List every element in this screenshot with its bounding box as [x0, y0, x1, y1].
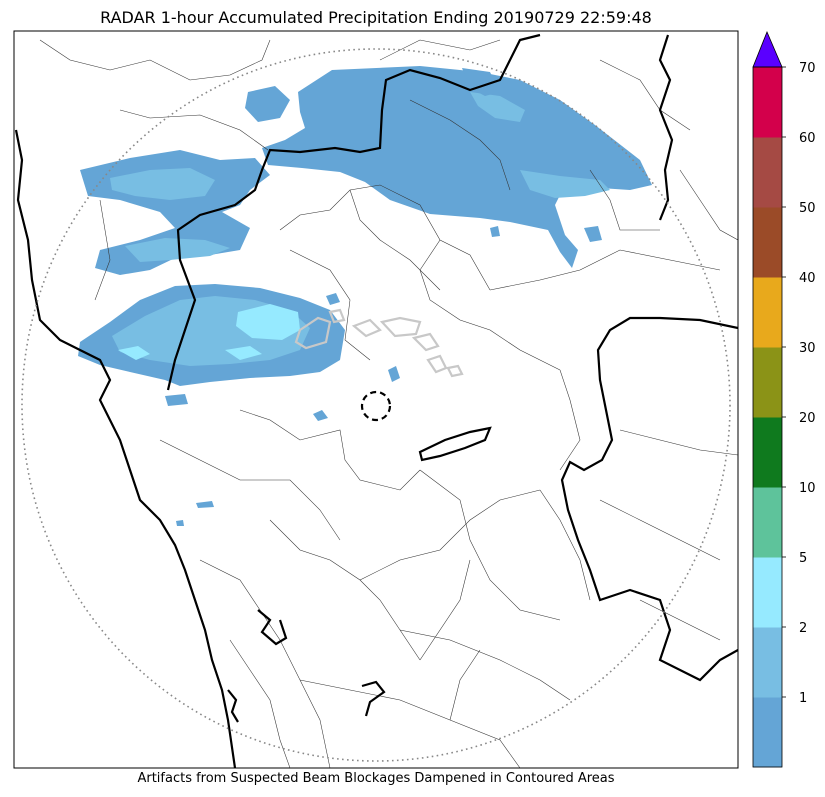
- colorbar-tick-label: 40: [799, 271, 816, 286]
- precip-cell-5: [326, 293, 340, 305]
- precip-southwest-peak-2: [118, 346, 150, 360]
- colorbar-ticks: 1 2 5 10 20 30 40 50 60 70: [782, 61, 816, 706]
- blockage-contour-3: [379, 316, 422, 338]
- blockage-contour-1: [294, 316, 332, 350]
- precipitation-layer: [78, 66, 652, 526]
- state-boundary-islet-1: [257, 609, 288, 646]
- colorbar-tick-label: 60: [799, 131, 816, 146]
- colorbar-tick-label: 5: [799, 551, 807, 566]
- beam-blockage-contours: [294, 308, 464, 378]
- blockage-contour-7: [328, 308, 346, 324]
- precip-cell-3: [196, 501, 214, 508]
- colorbar-bin: [753, 207, 782, 278]
- colorbar-bin: [753, 137, 782, 208]
- blockage-contour-2: [351, 318, 382, 338]
- colorbar-tick-label: 30: [799, 341, 816, 356]
- state-boundaries: [14, 33, 738, 768]
- colorbar-tick-label: 10: [799, 481, 816, 496]
- colorbar: 1 2 5 10 20 30 40 50 60 70: [752, 30, 816, 768]
- precip-north-band-core-2: [470, 92, 525, 122]
- district-boundaries: [39, 39, 738, 768]
- precip-west-band-core: [110, 168, 215, 200]
- colorbar-extend-arrow: [752, 30, 783, 68]
- map-frame: [13, 30, 739, 769]
- map-panel[interactable]: [14, 31, 738, 768]
- colorbar-bin: [753, 277, 782, 348]
- radar-range-ring: [21, 48, 731, 762]
- colorbar-tick-label: 70: [799, 61, 816, 76]
- precip-cell-2: [388, 366, 400, 382]
- footer-note: Artifacts from Suspected Beam Blockages …: [137, 771, 615, 786]
- colorbar-tick-label: 2: [799, 621, 807, 636]
- precip-north-band-core: [520, 170, 610, 198]
- precip-southwest-peak-1: [236, 304, 300, 340]
- coastline: [14, 129, 237, 768]
- precip-north-band: [262, 66, 652, 268]
- colorbar-tick-label: 20: [799, 411, 816, 426]
- radar-site-marker[interactable]: [360, 390, 392, 422]
- state-boundary-islet-2: [361, 680, 386, 717]
- precip-cell-1: [313, 410, 328, 421]
- state-boundary-northeast: [658, 34, 674, 221]
- state-boundary-east: [560, 316, 738, 682]
- state-boundary-southeast-enclave: [418, 426, 492, 462]
- colorbar-tick-label: 50: [799, 201, 816, 216]
- precip-cell-4: [176, 520, 184, 526]
- precip-north-strip: [245, 86, 290, 122]
- blockage-contour-5: [426, 354, 448, 374]
- colorbar-bin: [753, 67, 782, 138]
- state-boundary-north: [166, 33, 541, 391]
- precip-cell-7: [490, 226, 500, 237]
- colorbar-bin: [753, 697, 782, 768]
- colorbar-bin: [753, 487, 782, 558]
- precip-west-band-core-2: [125, 238, 230, 262]
- precip-southwest-tail: [165, 394, 188, 406]
- precip-southwest-peak-3: [225, 346, 262, 360]
- colorbar-bins: [753, 67, 782, 768]
- state-boundary-islet-3: [227, 689, 239, 723]
- precip-cell-6: [584, 226, 602, 242]
- blockage-contour-6: [446, 364, 464, 378]
- colorbar-bin: [753, 347, 782, 418]
- chart-title: RADAR 1-hour Accumulated Precipitation E…: [100, 8, 652, 27]
- precip-northeast-cell: [462, 68, 500, 96]
- colorbar-bin: [753, 557, 782, 628]
- blockage-contour-4: [411, 332, 440, 352]
- colorbar-tick-label: 1: [799, 691, 807, 706]
- colorbar-bin: [753, 627, 782, 698]
- colorbar-bin: [753, 417, 782, 488]
